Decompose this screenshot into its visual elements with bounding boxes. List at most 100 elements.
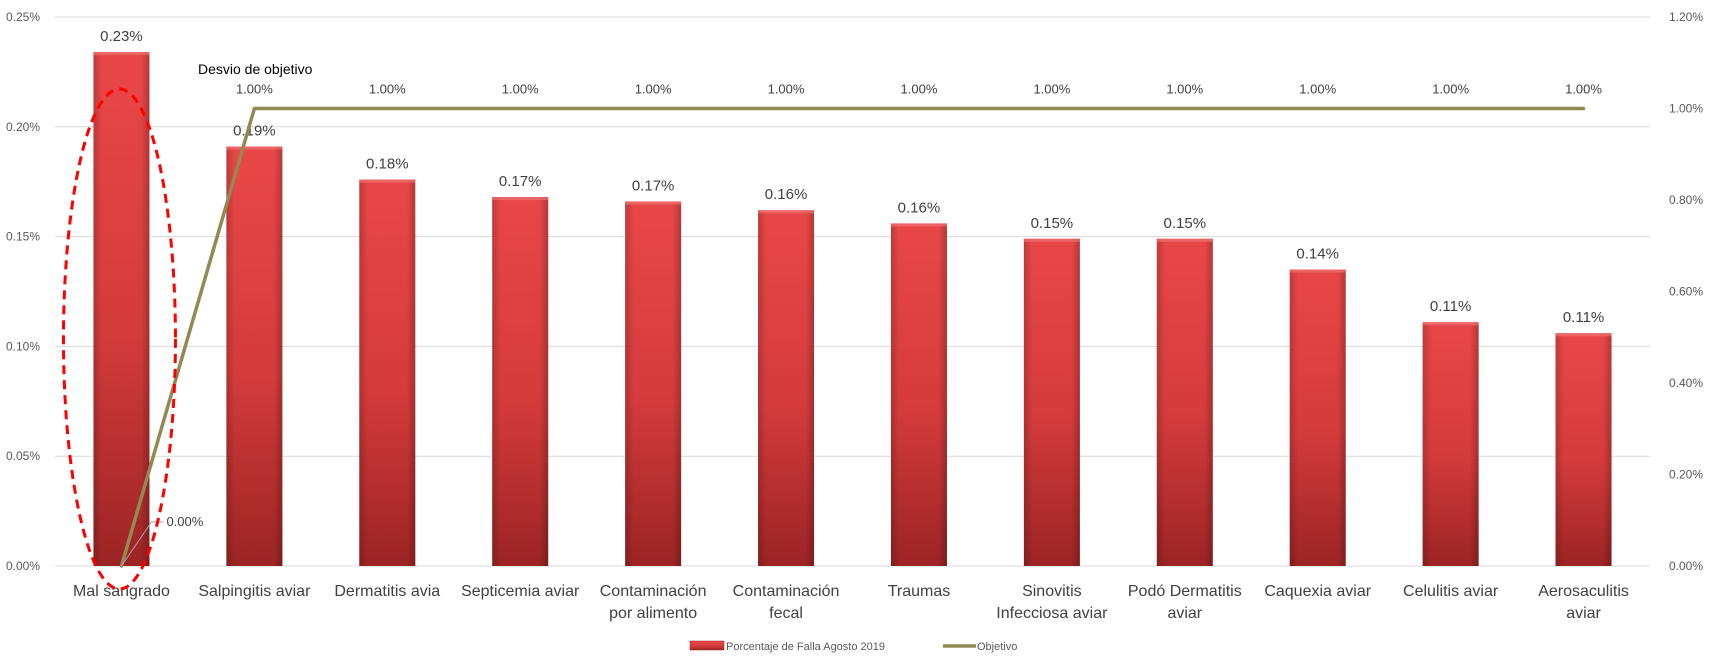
category-label: Celulitis aviar	[1403, 583, 1499, 600]
right-y-axis: 0.00% 0.20% 0.40% 0.60% 0.80% 1.00% 1.20%	[1669, 10, 1703, 573]
right-tick-label: 1.00%	[1669, 102, 1703, 116]
line-data-label: 1.00%	[1299, 82, 1336, 97]
category-label: Aerosaculitis aviar	[1538, 583, 1629, 622]
category-label: Salpingitis aviar	[198, 583, 311, 600]
bar-data-label: 0.19%	[233, 123, 276, 140]
line-data-label: 1.00%	[901, 82, 938, 97]
bar-data-label: 0.15%	[1164, 215, 1207, 232]
bar-top	[625, 201, 682, 205]
right-tick-label: 0.40%	[1669, 376, 1703, 390]
bar-group	[93, 52, 150, 567]
bar-data-label: 0.18%	[366, 156, 409, 173]
legend: Porcentaje de Falla Agosto 2019 Objetivo	[689, 640, 1017, 653]
right-tick-label: 1.20%	[1669, 10, 1703, 24]
line-data-label: 1.00%	[1166, 82, 1203, 97]
category-label: Sinovitis Infecciosa aviar	[996, 583, 1108, 622]
bar-group	[758, 210, 815, 567]
bar-data-label: 0.11%	[1563, 309, 1604, 326]
line-series	[119, 106, 1586, 568]
bar-group	[359, 179, 416, 566]
bar-top	[1289, 269, 1346, 273]
line-data-label: 1.00%	[1033, 82, 1070, 97]
bar-top	[1023, 238, 1080, 242]
bar-group	[625, 201, 682, 567]
legend-item-bars: Porcentaje de Falla Agosto 2019	[689, 640, 885, 653]
right-tick-label: 0.80%	[1669, 193, 1703, 207]
right-tick-label: 0.20%	[1669, 468, 1703, 482]
right-tick-label: 0.60%	[1669, 285, 1703, 299]
category-label: Contaminación por alimento	[600, 583, 707, 622]
right-tick-label: 0.00%	[1669, 559, 1703, 573]
left-y-axis: 0.00% 0.05% 0.10% 0.15% 0.20% 0.25%	[6, 10, 40, 573]
annotation-desvio: Desvio de objetivo	[198, 61, 313, 77]
legend-item-line: Objetivo	[943, 641, 1017, 653]
left-tick-label: 0.25%	[6, 10, 40, 24]
bar-shade	[226, 146, 283, 566]
bar-group	[492, 197, 549, 566]
bar-top	[93, 52, 150, 56]
bar-top	[1555, 333, 1612, 337]
bar-data-label: 0.17%	[632, 177, 675, 194]
bar-series	[93, 52, 1612, 567]
objetivo-line	[119, 106, 1586, 568]
bar-shade	[1289, 269, 1346, 566]
bar-group	[1156, 238, 1213, 566]
bar-data-label: 0.15%	[1031, 215, 1074, 232]
line-data-labels: 0.00% 1.00% 1.00% 1.00% 1.00% 1.00% 1.00% 1.00%…	[121, 82, 1602, 567]
line-data-label: 1.00%	[768, 82, 805, 97]
bar-group	[890, 223, 947, 566]
bar-shade	[758, 210, 815, 567]
left-tick-label: 0.20%	[6, 120, 40, 134]
bar-shade	[1555, 333, 1612, 566]
category-label: Mal sangrado	[73, 583, 170, 600]
left-tick-label: 0.10%	[6, 339, 40, 353]
left-tick-label: 0.00%	[6, 559, 40, 573]
line-data-label: 1.00%	[1565, 82, 1602, 97]
bar-data-label: 0.17%	[499, 173, 542, 190]
category-label: Contaminación fecal	[733, 583, 840, 622]
bar-top	[1156, 238, 1213, 242]
highlight-ellipse	[61, 87, 177, 591]
bar-top	[758, 210, 815, 214]
bar-top	[359, 179, 416, 183]
bar-data-label: 0.11%	[1430, 298, 1471, 315]
left-tick-label: 0.15%	[6, 230, 40, 244]
bar-data-label: 0.14%	[1296, 246, 1339, 263]
bar-data-label: 0.16%	[898, 199, 941, 216]
bar-shade	[1156, 238, 1213, 566]
category-label: Septicemia aviar	[461, 583, 580, 600]
legend-swatch-bar	[689, 640, 725, 651]
bar-top	[1422, 322, 1479, 326]
legend-label: Objetivo	[977, 641, 1017, 653]
category-label: Podó Dermatitis aviar	[1128, 583, 1242, 622]
bar-shade	[625, 201, 682, 567]
line-data-label: 1.00%	[502, 82, 539, 97]
category-label: Dermatitis avia	[334, 583, 440, 600]
bar-top	[890, 223, 947, 227]
bar-shade	[1023, 238, 1080, 566]
bar-shade	[359, 179, 416, 566]
left-tick-label: 0.05%	[6, 449, 40, 463]
bar-shade	[492, 197, 549, 566]
line-data-label: 1.00%	[635, 82, 672, 97]
highlight-ellipse-shape	[61, 87, 177, 591]
category-label: Traumas	[888, 583, 951, 600]
gridlines	[55, 16, 1650, 567]
bar-group	[1555, 333, 1612, 566]
bar-top	[492, 197, 549, 201]
bar-top	[226, 146, 283, 150]
line-data-label: 1.00%	[1432, 82, 1469, 97]
legend-label: Porcentaje de Falla Agosto 2019	[726, 641, 885, 653]
bar-data-label: 0.23%	[100, 28, 143, 45]
bar-group	[1023, 238, 1080, 566]
category-axis-labels: Mal sangrado Salpingitis aviar Dermatitis …	[73, 583, 1629, 622]
bar-group	[1289, 269, 1346, 566]
bar-group	[226, 146, 283, 566]
line-data-label: 0.00%	[166, 514, 203, 529]
bar-data-labels: 0.23% 0.19% 0.18% 0.17% 0.17% 0.16% 0.16% 0.15%…	[100, 28, 1604, 326]
line-data-label: 1.00%	[236, 82, 273, 97]
line-data-label: 1.00%	[369, 82, 406, 97]
bar-shade	[93, 52, 150, 567]
